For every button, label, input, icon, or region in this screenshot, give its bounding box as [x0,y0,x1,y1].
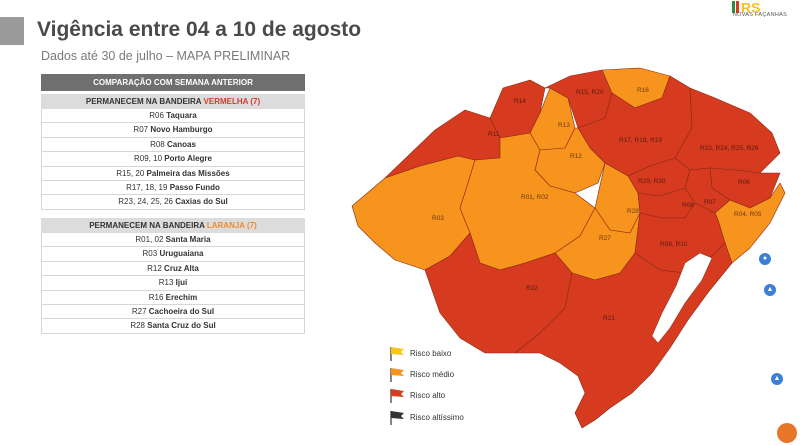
region-code: R16 [148,292,164,302]
legend-label-risco-medio: Risco médio [410,370,455,379]
region-code: R13 [158,278,174,288]
table-row: R01, 02 Santa Maria [42,233,304,248]
table-row: R12 Cruz Alta [42,262,304,277]
region-code: R27 [131,306,147,316]
table-row: R03 Uruguaiana [42,247,304,262]
table-row: R13 Ijuí [42,276,304,291]
rs-logo: RS NOVAS FAÇANHAS [730,0,790,24]
map-label-r01-r02: R01, R02 [521,194,549,201]
rs-logo-letters: RS [741,0,760,14]
region-code: R23, 24, 25, 26 [118,197,173,207]
map-label-r21: R21 [603,315,615,322]
map-label-r13: R13 [558,122,570,129]
map-label-r23-r26: R23, R24, R25, R26 [700,145,759,152]
legend-label-risco-altissimo: Risco altíssimo [410,413,464,422]
red-group-prefix: PERMANECEM NA BANDEIRA [85,97,204,106]
legend-label-risco-alto: Risco alto [410,391,446,400]
region-code: R03 [142,249,158,259]
map-label-r09-r10: R09, R10 [660,241,688,248]
comparison-header: COMPARAÇÃO COM SEMANA ANTERIOR [41,74,305,91]
region-city: Caxias do Sul [175,197,228,207]
region-code: R08 [150,139,165,149]
page-title: Vigência entre 04 a 10 de agosto [37,18,362,41]
orange-group-prefix: PERMANECEM NA BANDEIRA [89,221,207,230]
table-row: R17, 18, 19 Passo Fundo [42,181,304,196]
like-icon[interactable]: ▲ [771,373,783,385]
region-city: Palmeira das Missões [146,168,230,178]
map-label-r04-r05: R04, R05 [734,211,762,218]
orange-group-list: R01, 02 Santa Maria R03 Uruguaiana R12 Cru… [41,233,305,334]
red-group-flag: VERMELHA (7) [203,97,261,106]
region-city: Cachoeira do Sul [148,306,215,316]
map-label-r28: R28 [627,208,639,215]
table-row: R07 Novo Hamburgo [42,123,304,138]
region-code: R07 [133,125,149,135]
orange-group-header: PERMANECEM NA BANDEIRA LARANJA (7) [41,218,305,233]
region-code: R09, 10 [134,154,163,164]
comparison-panel-red: COMPARAÇÃO COM SEMANA ANTERIOR PERMANECE… [41,74,305,210]
orange-flag-icon [390,368,404,382]
table-row: R15, 20 Palmeira das Missões [42,167,304,181]
region-code: R12 [147,263,162,273]
map-label-r07: R07 [704,199,716,206]
rs-logo-tagline: NOVAS FAÇANHAS [732,12,788,18]
map-region-r23-r26 [674,87,781,174]
like-icon[interactable]: ▲ [764,284,776,296]
lagoa-dos-patos [651,252,713,344]
map-label-r15-r20: R15, R20 [576,89,604,96]
map-label-r06: R06 [738,179,750,186]
region-city: Porto Alegre [164,154,212,164]
region-city: Cruz Alta [164,263,199,273]
map-label-r14: R14 [514,98,526,105]
orange-group-flag: LARANJA (7) [206,221,257,230]
yellow-flag-icon [390,347,404,361]
region-city: Passo Fundo [169,182,220,192]
region-city: Canoas [167,139,196,149]
legend-label-risco-baixo: Risco baixo [410,349,452,358]
region-code: R01, 02 [135,235,164,244]
map-label-r29-r30: R29, R30 [638,178,666,185]
map-label-r17-r19: R17, R18, R19 [619,137,662,144]
table-row: R08 Canoas [42,138,304,153]
map-label-r08: R08 [682,202,694,209]
rs-logo-mark: RS [732,0,760,14]
comparison-panel-orange: PERMANECEM NA BANDEIRA LARANJA (7) R01, … [41,215,305,334]
reaction-icon[interactable]: ● [759,253,771,265]
map-label-r16: R16 [637,87,649,94]
region-code: R28 [130,321,145,331]
region-code: R15, 20 [116,168,145,178]
table-row: R28 Santa Cruz do Sul [42,319,304,334]
table-row: R09, 10 Porto Alegre [42,152,304,167]
red-group-list: R06 Taquara R07 Novo Hamburgo R08 Canoas R0… [41,109,305,210]
region-city: Erechim [165,292,198,302]
table-row: R27 Cachoeira do Sul [42,305,304,320]
region-city: Santa Maria [165,235,211,244]
region-city: Santa Cruz do Sul [147,321,216,331]
region-city: Uruguaiana [159,249,204,259]
map-label-r27: R27 [599,235,611,242]
black-flag-icon [390,411,404,425]
emoji-reaction-icon[interactable] [777,423,797,443]
region-city: Ijuí [175,278,188,288]
region-code: R06 [149,111,164,120]
red-group-header: PERMANECEM NA BANDEIRA VERMELHA (7) [41,94,305,109]
rs-risk-map: R14 R15, R20 R16 R11 R13 R17, R18, R19 R… [351,67,786,429]
region-code: R17, 18, 19 [126,182,168,192]
map-label-r12: R12 [570,153,582,160]
title-accent-bar [0,17,24,45]
map-label-r03: R03 [432,215,444,222]
page-subtitle: Dados até 30 de julho – MAPA PRELIMINAR [41,49,291,63]
red-flag-icon [390,389,404,403]
table-row: R06 Taquara [42,109,304,124]
region-city: Taquara [166,111,197,120]
table-row: R23, 24, 25, 26 Caxias do Sul [42,195,304,210]
map-label-r22: R22 [526,285,538,292]
region-city: Novo Hamburgo [150,125,213,135]
table-row: R16 Erechim [42,291,304,305]
map-label-r11: R11 [488,131,500,138]
